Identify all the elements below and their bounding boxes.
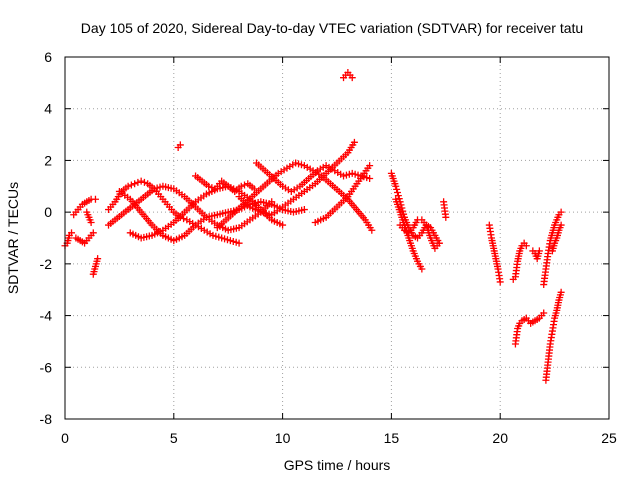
plot-frame	[64, 56, 610, 420]
series-seg-d	[89, 255, 102, 278]
series-seg-j	[174, 141, 184, 151]
series-seg-c	[72, 229, 97, 247]
data-point	[522, 242, 530, 250]
series-seg-e	[83, 208, 95, 226]
data-point	[237, 182, 245, 190]
x-tick-label: 5	[170, 430, 178, 446]
data-point	[134, 178, 142, 186]
series-seg-r	[392, 195, 426, 273]
chart-title: Day 105 of 2020, Sidereal Day-to-day VTE…	[81, 20, 583, 36]
y-tick-label: -8	[40, 411, 53, 427]
series-seg-l	[213, 159, 376, 234]
series-seg-u	[485, 221, 504, 286]
x-tick-label: 15	[384, 430, 400, 446]
data-point	[535, 247, 543, 255]
x-axis-label: GPS time / hours	[284, 457, 391, 473]
data-point	[368, 226, 376, 234]
x-tick-labels: 0 5 10 15 20 25	[61, 430, 617, 446]
data-point	[140, 178, 148, 186]
series-seg-g	[105, 182, 276, 234]
series-seg-n	[235, 138, 358, 219]
data-point	[392, 182, 400, 190]
data-point	[87, 218, 95, 226]
series-seg-t	[440, 198, 450, 221]
data-point	[540, 309, 548, 317]
y-tick-labels: -8 -6 -4 -2 0 2 4 6	[40, 49, 53, 427]
x-tick-label: 25	[601, 430, 617, 446]
data-point	[366, 162, 374, 170]
y-tick-label: 0	[44, 204, 52, 220]
x-tick-label: 0	[61, 430, 69, 446]
data-point	[68, 229, 76, 237]
series-seg-aa	[548, 221, 565, 255]
data-point	[91, 195, 99, 203]
data-point	[418, 265, 426, 273]
series-seg-w	[511, 309, 548, 348]
series-seg-k	[192, 172, 258, 195]
series-seg-x	[529, 247, 543, 263]
series-seg-p	[340, 69, 356, 82]
series-seg-b	[70, 195, 99, 219]
x-tick-label: 10	[275, 430, 291, 446]
data-point	[393, 188, 401, 196]
data-point	[394, 192, 402, 200]
data-point	[442, 213, 450, 221]
data-point	[435, 239, 443, 247]
y-tick-label: 2	[44, 152, 52, 168]
y-tick-label: -6	[40, 359, 53, 375]
data-point	[127, 181, 135, 189]
y-tick-label: 4	[44, 101, 52, 117]
data-point	[496, 278, 504, 286]
data-point	[279, 221, 287, 229]
data-point	[557, 288, 565, 296]
data-point	[124, 182, 132, 190]
data-points	[61, 69, 565, 384]
data-point	[176, 141, 184, 149]
y-tick-label: -2	[40, 256, 53, 272]
series-seg-z	[542, 288, 565, 384]
y-axis-label: SDTVAR / TECUs	[5, 182, 21, 294]
data-point	[208, 184, 216, 192]
data-point	[94, 255, 102, 263]
data-point	[348, 74, 356, 82]
data-point	[300, 206, 308, 214]
y-tick-label: -4	[40, 308, 53, 324]
data-point	[350, 138, 358, 146]
data-point	[557, 221, 565, 229]
x-tick-label: 20	[492, 430, 508, 446]
series-seg-o	[311, 162, 374, 226]
data-point	[89, 229, 97, 237]
data-point	[131, 180, 139, 188]
y-tick-label: 6	[44, 49, 52, 65]
series-seg-v	[509, 239, 530, 283]
series-seg-s	[396, 216, 443, 252]
data-point	[235, 239, 243, 247]
series-seg-q	[387, 169, 443, 247]
data-point	[393, 185, 401, 193]
series-seg-a	[61, 229, 76, 250]
data-point	[137, 177, 145, 185]
data-point	[557, 208, 565, 216]
data-point	[205, 182, 213, 190]
data-point	[366, 175, 374, 183]
